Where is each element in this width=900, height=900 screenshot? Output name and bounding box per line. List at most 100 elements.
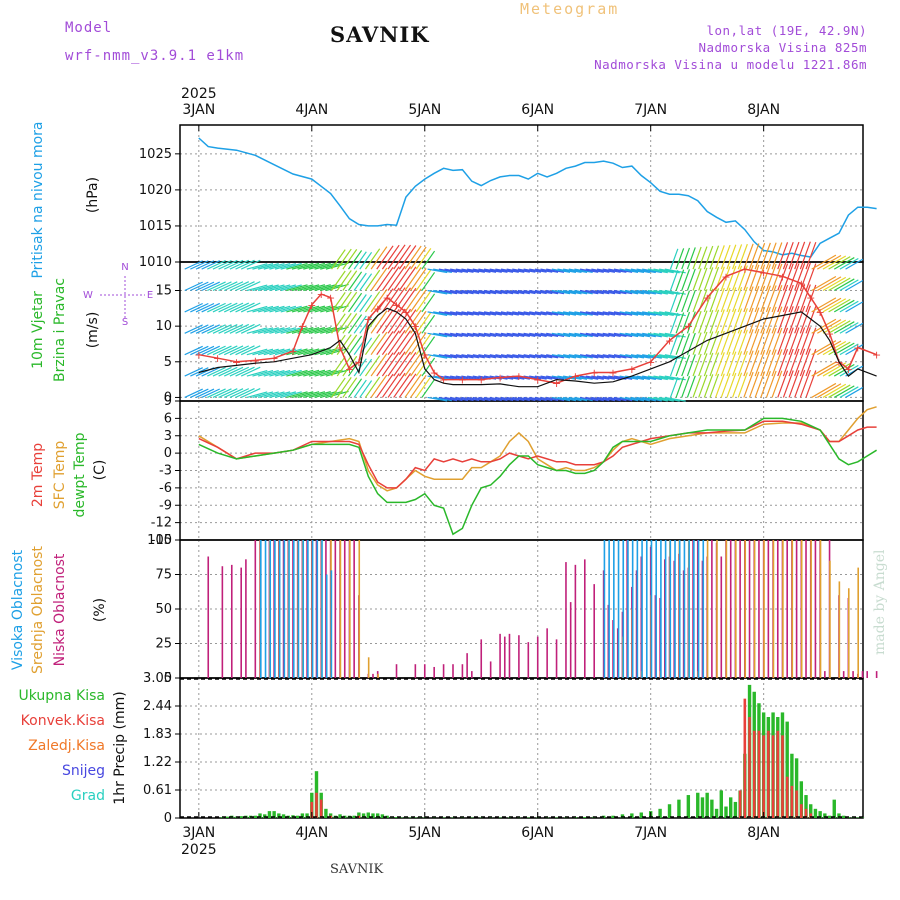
wind-arrow bbox=[455, 396, 474, 402]
wind-arrow bbox=[269, 369, 291, 377]
wind-gust-marker: + bbox=[345, 363, 354, 376]
wind-arrow bbox=[703, 267, 714, 291]
wind-arrow bbox=[336, 270, 352, 291]
wind-arrow bbox=[274, 327, 297, 334]
wind-arrow bbox=[450, 311, 469, 316]
wind-arrow bbox=[686, 247, 696, 270]
wind-arrow bbox=[461, 311, 480, 316]
wind-arrow bbox=[625, 268, 645, 274]
model-name: wrf-nmm_v3.9.1 e1km bbox=[65, 48, 245, 64]
total-precip-bar bbox=[385, 815, 389, 818]
wind-arrow bbox=[811, 275, 837, 292]
wind-arrow bbox=[546, 332, 565, 338]
wind-arrow bbox=[636, 332, 656, 338]
wind-arrow bbox=[325, 348, 349, 356]
wind-arrow bbox=[461, 375, 480, 380]
conv-precip-bar bbox=[785, 776, 789, 818]
wind-gust-marker: + bbox=[590, 366, 599, 379]
wind-arrow bbox=[737, 329, 748, 355]
wind-arrow bbox=[534, 375, 553, 380]
y-tick-label: 10 bbox=[155, 319, 172, 334]
wind-arrow bbox=[506, 289, 525, 295]
wind-arrow bbox=[269, 305, 291, 313]
precip-legend-label: Grad bbox=[71, 788, 105, 804]
wind-arrow bbox=[568, 311, 588, 316]
wind-arrow bbox=[455, 354, 474, 359]
wind-arrow bbox=[636, 289, 656, 295]
wind-arrow bbox=[353, 272, 367, 291]
wind-arrow bbox=[291, 369, 314, 377]
wind-arrow bbox=[483, 332, 502, 337]
wind-arrow bbox=[427, 311, 448, 316]
wind-arrow bbox=[257, 284, 279, 292]
wind-arrow bbox=[765, 349, 777, 377]
wind-arrow bbox=[246, 263, 268, 270]
wind-arrow bbox=[715, 373, 725, 398]
wind-arrow bbox=[523, 375, 542, 380]
wind-arrow bbox=[201, 260, 221, 270]
wind-arrow bbox=[692, 310, 702, 334]
wind-arrow bbox=[698, 374, 708, 398]
wind-arrow bbox=[235, 259, 255, 270]
wind-arrow bbox=[822, 298, 847, 313]
wind-arrow bbox=[240, 259, 261, 270]
wind-arrow bbox=[364, 333, 381, 356]
wind-arrow bbox=[376, 309, 394, 334]
wind-arrow bbox=[415, 376, 432, 398]
wind-arrow bbox=[540, 354, 559, 359]
wind-arrow bbox=[529, 289, 547, 295]
wind-arrow bbox=[427, 268, 448, 274]
wind-arrow bbox=[540, 375, 559, 380]
wind-arrow bbox=[703, 352, 714, 377]
total-precip-bar bbox=[799, 781, 804, 818]
wind-arrow bbox=[517, 311, 536, 316]
wind-gust-marker: + bbox=[665, 334, 674, 347]
wind-arrow bbox=[517, 268, 536, 273]
wind-arrow bbox=[280, 391, 302, 399]
wind-arrow bbox=[692, 375, 702, 398]
conv-precip-bar bbox=[800, 804, 803, 818]
wind-arrow bbox=[568, 332, 588, 338]
wind-arrow bbox=[799, 241, 811, 270]
wind-arrow bbox=[686, 375, 696, 398]
wind-arrow bbox=[444, 332, 463, 338]
wind-arrow bbox=[348, 314, 363, 334]
wind-axis-label-2: Brzina i Pravac bbox=[52, 278, 68, 382]
wind-arrow bbox=[455, 268, 474, 273]
wind-arrow bbox=[754, 285, 766, 313]
wind-arrow bbox=[828, 320, 851, 334]
wind-arrow bbox=[297, 369, 320, 377]
wind-gust-marker: + bbox=[194, 349, 203, 362]
wind-arrow bbox=[308, 391, 331, 399]
wind-arrow bbox=[574, 396, 593, 402]
wind-arrow bbox=[574, 268, 593, 273]
high-cloud-axis-label: Visoka Oblacnost bbox=[10, 549, 26, 670]
wind-arrow bbox=[201, 345, 221, 356]
wind-arrow bbox=[845, 258, 864, 270]
wind-arrow bbox=[444, 375, 463, 380]
wind-arrow bbox=[703, 331, 714, 355]
wind-arrow bbox=[608, 354, 627, 359]
wind-arrow bbox=[782, 263, 794, 291]
wind-arrow bbox=[240, 388, 261, 398]
wind-arrow bbox=[303, 348, 326, 356]
wind-arrow bbox=[579, 396, 599, 402]
conv-precip-bar bbox=[743, 698, 747, 818]
wind-arrow bbox=[726, 351, 737, 377]
wind-arrow bbox=[833, 278, 855, 292]
wind-arrow bbox=[619, 354, 639, 359]
wind-arrow bbox=[229, 323, 250, 334]
total-precip-bar bbox=[352, 815, 356, 818]
wind-arrow bbox=[546, 375, 565, 380]
wind-arrow bbox=[675, 269, 685, 291]
wind-arrow bbox=[286, 262, 308, 270]
wind-arrow bbox=[184, 324, 203, 334]
wind-arrow bbox=[720, 287, 731, 313]
wind-arrow bbox=[568, 268, 588, 273]
wind-arrow bbox=[737, 243, 748, 270]
low-cloud-axis-label: Niska Oblacnost bbox=[52, 553, 68, 666]
wind-arrow bbox=[765, 263, 777, 291]
wind-arrow bbox=[325, 305, 349, 313]
wind-arrow bbox=[642, 332, 662, 338]
wind-arrow bbox=[320, 283, 343, 292]
